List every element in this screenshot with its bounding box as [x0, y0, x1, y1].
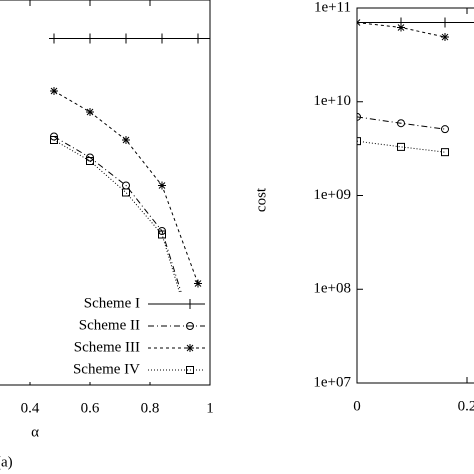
plot-area — [49, 33, 210, 358]
y-tick-label: 1e+10 — [313, 93, 351, 109]
marker — [50, 87, 58, 95]
marker — [157, 33, 167, 44]
series-line — [53, 90, 199, 284]
marker — [357, 18, 361, 27]
x-tick-label: 1 — [206, 400, 214, 416]
marker — [121, 33, 131, 44]
plot-area — [357, 17, 474, 157]
marker — [440, 17, 450, 28]
marker — [186, 344, 194, 352]
marker — [397, 142, 405, 151]
x-tick-label: 0.2 — [458, 398, 474, 414]
marker — [397, 23, 405, 32]
y-tick-label: 1e+07 — [313, 374, 351, 390]
y-tick-label: 1e+09 — [313, 187, 351, 203]
legend-label: Scheme II — [79, 317, 140, 333]
marker — [357, 112, 361, 121]
x-tick-label: 0.4 — [21, 400, 40, 416]
x-tick-label: 0 — [353, 398, 361, 414]
legend-label: Scheme III — [74, 339, 140, 355]
marker — [122, 188, 130, 197]
marker — [397, 119, 405, 128]
marker — [441, 125, 449, 134]
x-axis-label: α — [31, 424, 39, 440]
marker — [185, 299, 195, 309]
x-tick-label: 0.6 — [81, 400, 100, 416]
marker — [122, 136, 130, 144]
series-line — [53, 136, 199, 347]
x-tick-label: 0.8 — [141, 400, 160, 416]
panel-label: (a) — [0, 454, 13, 470]
marker — [194, 279, 202, 288]
legend-box — [0, 292, 209, 382]
marker — [85, 33, 95, 44]
y-tick-label: 1e+11 — [314, 0, 351, 15]
legend-label: Scheme I — [84, 295, 140, 311]
marker — [186, 322, 194, 330]
y-axis-label: cost — [253, 187, 269, 212]
series-line — [357, 116, 446, 130]
marker — [186, 366, 194, 374]
marker — [50, 136, 58, 144]
marker — [158, 181, 166, 190]
legend-label: Scheme IV — [73, 361, 140, 377]
marker — [86, 157, 94, 165]
series-line — [53, 139, 199, 354]
marker — [357, 137, 361, 146]
plot-frame — [0, 0, 211, 386]
marker — [193, 33, 203, 44]
y-tick-label: 1e+08 — [313, 281, 351, 297]
marker — [441, 148, 449, 157]
marker — [158, 230, 166, 239]
marker — [86, 108, 94, 116]
plot-frame — [356, 7, 474, 384]
marker — [49, 33, 59, 44]
legend: Scheme I Scheme II Scheme III Scheme IV — [0, 292, 209, 382]
marker — [441, 33, 449, 42]
